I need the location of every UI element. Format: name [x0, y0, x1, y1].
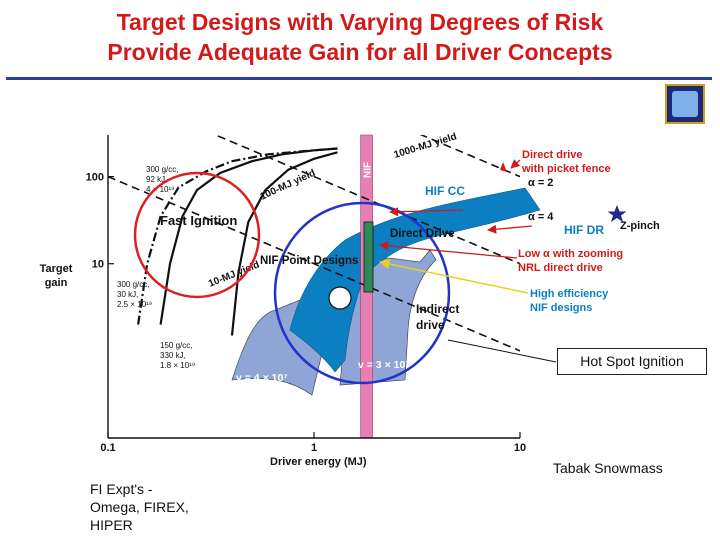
nif-design-point [328, 286, 352, 310]
hot-spot-leader [447, 339, 557, 363]
fi-curve-1-label-2: 2.5 × 10¹⁹ [117, 300, 152, 309]
arrow-low-alpha [379, 241, 518, 259]
fast-ignition-circle [133, 171, 261, 299]
driver-label-6: Low α with zooming [518, 248, 623, 260]
hif-band-region [289, 187, 541, 373]
fast-ignition-curve-2 [230, 151, 338, 336]
yield-lines [108, 135, 520, 352]
driver-sublabel-0: with picket fence [521, 163, 611, 175]
direct-drive-label: Direct Drive [390, 228, 455, 240]
arrow-hif-cc [389, 207, 464, 217]
x-axis-label: Driver energy (MJ) [270, 456, 367, 468]
title-divider [6, 77, 712, 80]
y-axis-label-line-1: Target [40, 263, 73, 275]
driver-label-5: Z-pinch [620, 220, 660, 232]
fi-curve-1-label-0: 300 g/cc, [117, 280, 149, 289]
nif-point-design-marker [363, 221, 374, 293]
fi-curve-2-label-0: 150 g/cc, [160, 341, 192, 350]
velocity-label-1: v = 3 × 10⁷ [358, 359, 410, 371]
drive-label: drive [416, 318, 445, 332]
yield-line-label-1: 100-MJ yield [259, 168, 318, 203]
fi-expts-line-3: HIPER [90, 517, 133, 533]
driver-label-0: Direct drive [522, 149, 583, 161]
y-tick-label-1: 10 [92, 259, 104, 271]
fi-curve-0-label-2: 4 × 10¹⁹ [146, 185, 175, 194]
fi-curve-2-label-1: 330 kJ, [160, 351, 186, 360]
nif-band-label: NIF [363, 162, 374, 178]
hot-spot-circle [273, 201, 451, 385]
fi-expts-line-2: Omega, FIREX, [90, 499, 189, 515]
fi-curve-1-label-1: 30 kJ, [117, 290, 138, 299]
x-tick-label-2: 10 [514, 442, 526, 454]
driver-label-3: α = 4 [528, 211, 554, 223]
indirect-label: Indirect [416, 302, 459, 316]
fast-ignition-label: Fast Ignition [160, 213, 237, 228]
y-tick-label-0: 100 [86, 172, 104, 184]
z-pinch-star-icon [607, 205, 627, 222]
yield-line-2 [108, 175, 520, 352]
fast-ignition-curve-1 [137, 147, 338, 325]
y-axis-label-line-2: gain [45, 277, 68, 289]
lab-logo-icon [665, 84, 705, 124]
driver-sublabel-7: NIF designs [530, 302, 592, 314]
driver-label-7: High efficiency [530, 288, 609, 300]
nif-point-designs-label: NIF Point Designs [260, 255, 358, 267]
slide-title-line-1: Target Designs with Varying Degrees of R… [116, 9, 604, 35]
hot-spot-ignition-box: Hot Spot Ignition [557, 348, 707, 375]
driver-sublabel-6: NRL direct drive [518, 262, 603, 274]
slide-title-line-2: Provide Adequate Gain for all Driver Con… [107, 39, 613, 65]
fi-expts-line-1: FI Expt's - [90, 481, 153, 497]
driver-label-2: α = 2 [528, 177, 553, 189]
fi-curve-2-label-2: 1.8 × 10¹⁹ [160, 361, 195, 370]
arrow-hif-dr [487, 224, 533, 234]
x-tick-label-1: 1 [311, 442, 317, 454]
yield-line-1 [213, 135, 520, 265]
arrow-high-efficiency [378, 258, 529, 294]
velocity-label-0: v = 4 × 10⁷ [236, 372, 288, 384]
x-tick-label-0: 0.1 [100, 442, 115, 454]
yield-line-0 [419, 135, 520, 178]
fi-curve-0-label-1: 92 kJ, [146, 175, 167, 184]
arrow-direct-drive [510, 159, 521, 169]
driver-label-4: HIF DR [564, 223, 604, 237]
fi-curve-0-label-0: 300 g/cc, [146, 165, 178, 174]
direct-drive-marker [500, 162, 507, 172]
driver-label-1: HIF CC [425, 184, 465, 198]
credit-note: Tabak Snowmass [553, 460, 663, 476]
